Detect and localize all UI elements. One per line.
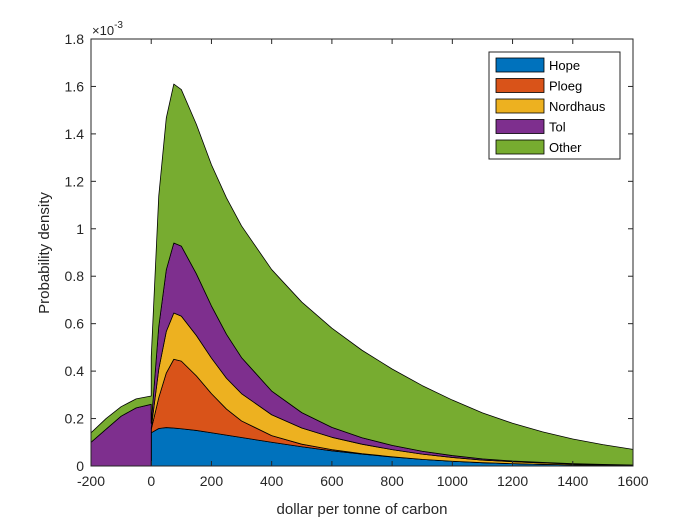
- x-tick-label: 1600: [617, 473, 648, 489]
- y-tick-label: 0.6: [65, 316, 85, 332]
- legend-label-tol: Tol: [549, 120, 566, 135]
- y-tick-label: 0: [76, 458, 84, 474]
- y-tick-label: 1.8: [65, 31, 85, 47]
- y-tick-label: 1.6: [65, 78, 85, 94]
- legend-swatch-tol: [495, 119, 545, 134]
- y-axis-label: Probability density: [36, 192, 53, 314]
- legend-swatch-ploeg: [495, 78, 545, 93]
- axes: [90, 38, 634, 467]
- x-tick-label: 1000: [437, 473, 468, 489]
- y-exponent-power: -3: [114, 20, 123, 31]
- y-tick-label: 0.2: [65, 411, 85, 427]
- x-axis-label: dollar per tonne of carbon: [277, 501, 448, 518]
- y-axis-exponent: ×10-3: [92, 20, 123, 38]
- x-tick-label: 200: [200, 473, 224, 489]
- x-tick-label: 1400: [557, 473, 588, 489]
- legend: Hope Ploeg Nordhaus Tol Other: [488, 51, 621, 160]
- legend-label-hope: Hope: [549, 58, 580, 73]
- x-tick-label: 800: [380, 473, 404, 489]
- x-axis-ticks: -200 0 200 400 600 800 1000 1200 1400 1600: [77, 39, 649, 489]
- axes-box: [90, 38, 634, 467]
- y-tick-label: 1: [76, 221, 84, 237]
- x-tick-label: 400: [260, 473, 284, 489]
- x-tick-label: -200: [77, 473, 105, 489]
- y-tick-label: 0.8: [65, 268, 85, 284]
- y-tick-label: 1.2: [65, 173, 85, 189]
- x-tick-label: 600: [320, 473, 344, 489]
- legend-swatch-other: [495, 139, 545, 155]
- y-tick-label: 0.4: [65, 363, 85, 379]
- legend-swatch-hope: [495, 57, 545, 73]
- legend-label-other: Other: [549, 140, 582, 155]
- legend-label-nordhaus: Nordhaus: [549, 99, 606, 114]
- y-tick-label: 1.4: [65, 126, 85, 142]
- y-exponent-base: ×10: [92, 23, 114, 38]
- legend-items: Hope Ploeg Nordhaus Tol Other: [495, 57, 606, 155]
- legend-swatch-nordhaus: [495, 98, 545, 114]
- y-axis-ticks: 0 0.2 0.4 0.6 0.8 1 1.2 1.4 1.6 1.8: [65, 31, 633, 474]
- x-tick-label: 1200: [497, 473, 528, 489]
- x-tick-label: 0: [147, 473, 155, 489]
- legend-label-ploeg: Ploeg: [549, 79, 582, 94]
